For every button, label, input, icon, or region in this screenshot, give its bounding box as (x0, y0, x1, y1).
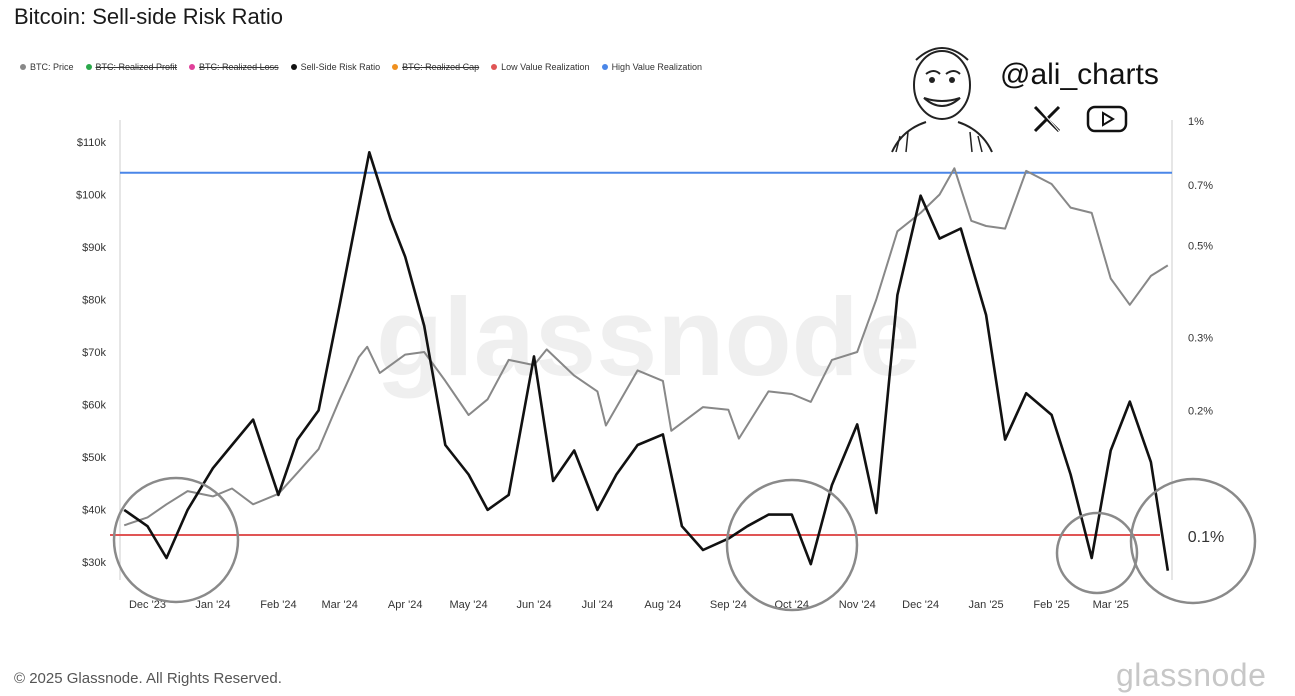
y-left-tick-label: $30k (82, 557, 106, 569)
x-tick-label: Sep '24 (710, 599, 747, 611)
legend-dot-icon (601, 64, 608, 70)
highlight-circle (725, 478, 859, 612)
glassnode-logo: glassnode (1116, 657, 1267, 693)
x-tick-label: Feb '24 (260, 599, 296, 611)
annotation-label: 0.1% (1188, 529, 1224, 546)
x-tick-label: Jan '24 (195, 599, 230, 611)
legend-dot-icon (290, 64, 297, 70)
legend-item[interactable]: Sell-Side Risk Ratio (290, 62, 381, 72)
legend-dot-icon (491, 64, 498, 70)
legend-label: BTC: Price (30, 62, 74, 72)
legend-label: Low Value Realization (501, 62, 590, 72)
legend-dot-icon (392, 64, 399, 70)
y-left-tick-label: $90k (82, 242, 106, 254)
y-right-tick-label: 0.2% (1188, 405, 1213, 417)
legend-label: BTC: Realized Cap (402, 62, 480, 72)
x-tick-label: Oct '24 (775, 599, 810, 611)
y-left-tick-label: $50k (82, 452, 106, 464)
legend-label: BTC: Realized Loss (199, 62, 279, 72)
highlight-circle (112, 476, 240, 604)
y-left-tick-label: $70k (82, 347, 106, 359)
y-right-tick-label: 0.7% (1188, 180, 1213, 192)
y-left-tick-label: $40k (82, 505, 106, 517)
chart-title: Bitcoin: Sell-side Risk Ratio (14, 4, 283, 29)
x-tick-label: Dec '23 (129, 599, 166, 611)
watermark-text: glassnode (376, 276, 920, 399)
sell-side-risk-ratio-line (123, 151, 1170, 571)
x-tick-label: Jul '24 (582, 599, 613, 611)
y-left-tick-label: $100k (76, 190, 106, 202)
legend-item[interactable]: BTC: Realized Cap (392, 62, 479, 72)
legend-item[interactable]: High Value Realization (601, 62, 702, 72)
x-tick-label: Nov '24 (839, 599, 876, 611)
legend-label: Sell-Side Risk Ratio (300, 62, 381, 72)
x-tick-label: Mar '24 (322, 599, 358, 611)
y-right-tick-label: 0.3% (1188, 332, 1213, 344)
highlight-circle (1129, 477, 1257, 605)
x-tick-label: Jun '24 (516, 599, 551, 611)
y-right-tick-label: 1% (1188, 116, 1204, 128)
youtube-icon[interactable] (1086, 104, 1128, 134)
chart-legend: BTC: Price BTC: Realized Profit BTC: Reali… (20, 62, 702, 72)
x-tick-label: Dec '24 (902, 599, 939, 611)
legend-label: High Value Realization (611, 62, 702, 72)
highlight-circle (1055, 511, 1139, 595)
x-tick-label: Apr '24 (388, 599, 423, 611)
legend-dot-icon (85, 64, 92, 70)
y-left-tick-label: $60k (82, 400, 106, 412)
y-left-tick-label: $110k (77, 137, 107, 149)
avatar (891, 47, 993, 153)
x-tick-label: Feb '25 (1033, 599, 1069, 611)
brand-handle: @ali_charts (1000, 58, 1159, 91)
legend-item[interactable]: Low Value Realization (491, 62, 590, 72)
x-tick-label: Jan '25 (969, 599, 1004, 611)
btc-price-line (123, 167, 1169, 527)
legend-item[interactable]: BTC: Price (20, 62, 74, 72)
legend-dot-icon (189, 64, 196, 70)
legend-label: BTC: Realized Profit (95, 62, 178, 72)
x-tick-label: Mar '25 (1093, 599, 1129, 611)
legend-item[interactable]: BTC: Realized Loss (189, 62, 279, 72)
legend-dot-icon (20, 64, 26, 70)
x-icon[interactable] (1032, 104, 1062, 134)
x-tick-label: May '24 (449, 599, 487, 611)
y-right-tick-label: 0.5% (1188, 241, 1213, 253)
x-tick-label: Aug '24 (644, 599, 681, 611)
y-left-tick-label: $80k (82, 295, 106, 307)
legend-item[interactable]: BTC: Realized Profit (85, 62, 178, 72)
copyright-text: © 2025 Glassnode. All Rights Reserved. (14, 670, 282, 687)
